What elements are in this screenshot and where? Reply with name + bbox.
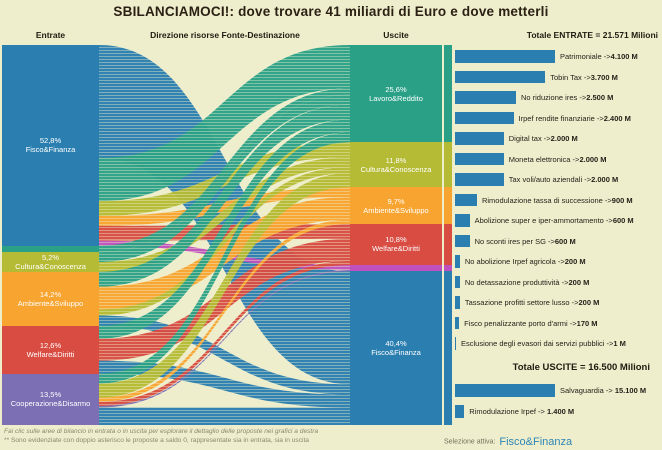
entrata-bar[interactable] <box>455 50 555 63</box>
strip-segment <box>444 264 452 272</box>
entrata-bar[interactable] <box>455 193 477 206</box>
active-selection-label: Selezione attiva: <box>444 438 496 446</box>
segment-name: Welfare&Diritti <box>372 244 420 254</box>
uscite-segment-ambiente-sviluppo[interactable]: 9,7% Ambiente&Sviluppo <box>350 187 442 224</box>
uscita-bar-label: Rimodulazione Irpef -> 1.400 M <box>469 407 575 416</box>
segment-name: Cooperazione&Disarmo <box>10 399 91 409</box>
uscite-segment-lavoro-reddito[interactable]: 25,6% Lavoro&Reddito <box>350 45 442 143</box>
segment-name: Cultura&Conoscenza <box>15 261 86 271</box>
entrata-bar-label: Patrimoniale ->4.100 M <box>560 52 638 61</box>
entrata-bar-label: No abolizione Irpef agricola ->200 M <box>464 257 586 266</box>
uscita-bar[interactable] <box>455 384 555 397</box>
uscite-segment-sliver[interactable] <box>350 264 442 272</box>
entrata-bar-label: Tobin Tax ->3.700 M <box>550 72 618 82</box>
entrata-bar-label: No riduzione ires ->2.500 M <box>520 93 614 102</box>
entrata-bar-label: Digital tax ->2.000 M <box>508 134 578 143</box>
segment-percent: 13,5% <box>39 390 62 400</box>
active-selection-value[interactable]: Fisco&Finanza <box>499 435 573 448</box>
strip-segment <box>444 45 452 143</box>
uscita-bar[interactable] <box>455 405 465 418</box>
strip-segment <box>444 223 452 265</box>
page-title: SBILANCIAMOCI!: dove trovare 41 miliardi… <box>113 4 549 19</box>
strip-segment <box>444 187 452 224</box>
segment-name: Lavoro&Reddito <box>369 93 423 103</box>
segment-percent: 12,6% <box>39 340 62 350</box>
entrata-bar[interactable] <box>455 173 504 186</box>
entrata-bar[interactable] <box>455 316 460 329</box>
entrata-bar[interactable] <box>455 111 514 124</box>
segment-percent: 11,8% <box>385 155 407 165</box>
segment-percent: 10,8% <box>385 235 407 245</box>
segment-percent: 25,6% <box>385 84 407 94</box>
entrata-bar-label: Esclusione degli evasori dai servizi pub… <box>461 339 626 348</box>
segment-name: Ambiente&Sviluppo <box>363 205 429 215</box>
entrata-bar[interactable] <box>455 132 504 145</box>
segment-name: Ambiente&Sviluppo <box>17 298 84 308</box>
entrata-bar-label: Rimodulazione tassa di successione ->900… <box>481 195 633 205</box>
entrata-bar[interactable] <box>455 91 516 104</box>
segment-percent: 5,2% <box>41 252 60 262</box>
entrate-segment-ambiente-sviluppo[interactable]: 14,2% Ambiente&Sviluppo <box>2 271 99 326</box>
entrata-bar-label: Abolizione super e iper-ammortamento ->6… <box>474 216 634 225</box>
entrata-bar[interactable] <box>455 296 460 309</box>
entrate-segment-cultura-conoscenza[interactable]: 5,2% Cultura&Conoscenza <box>2 252 99 272</box>
uscite-column-header: Uscite <box>383 30 409 40</box>
entrate-segment-sliver[interactable] <box>2 245 99 253</box>
entrata-bar-label: Fisco penalizzante porto d'armi ->170 M <box>464 318 598 328</box>
sankey-ribbon <box>99 407 350 425</box>
footnote-asterisk-note: ** Sono evidenziate con doppio asterisco… <box>4 437 309 444</box>
segment-percent: 14,2% <box>39 289 62 299</box>
entrata-bar[interactable] <box>455 70 546 83</box>
active-selection: Selezione attiva: Fisco&Finanza <box>444 433 658 450</box>
segment-percent: 40,4% <box>385 339 407 349</box>
entrata-bar[interactable] <box>455 152 504 165</box>
entrata-bar[interactable] <box>455 337 456 350</box>
entrate-segment-cooperazione-disarmo[interactable]: 13,5% Cooperazione&Disarmo <box>2 373 99 425</box>
entrata-bar-label: Tax voli/auto aziendali ->2.000 M <box>508 175 619 184</box>
entrate-stacked-column: 52,8% Fisco&Finanza 5,2% Cultura&Conoscenza… <box>2 45 99 425</box>
segment-name: Cultura&Conoscenza <box>360 164 432 174</box>
entrata-bar[interactable] <box>455 275 460 288</box>
uscite-segment-cultura-conoscenza[interactable]: 11,8% Cultura&Conoscenza <box>350 142 442 188</box>
footnote-click-hint: Fai clic sulle aree di bilancio in entra… <box>4 428 319 435</box>
entrata-bar[interactable] <box>455 234 470 247</box>
uscite-segment-welfare-diritti[interactable]: 10,8% Welfare&Diritti <box>350 223 442 265</box>
entrate-segment-welfare-diritti[interactable]: 12,6% Welfare&Diritti <box>2 325 99 374</box>
entrata-bar[interactable] <box>455 214 470 227</box>
entrata-bar-label: No sconti ires per SG ->600 M <box>474 236 576 246</box>
direzione-column-header: Direzione risorse Fonte-Destinazione <box>150 30 300 40</box>
strip-segment <box>444 271 452 425</box>
entrate-segment-fisco-finanza[interactable]: 52,8% Fisco&Finanza <box>2 45 99 246</box>
entrate-column-header: Entrate <box>35 30 66 40</box>
segment-name: Fisco&Finanza <box>371 348 421 358</box>
totale-uscite-header: Totale USCITE = 16.500 Milioni <box>512 362 650 373</box>
entrata-bar-label: Moneta elettronica ->2.000 M <box>508 154 607 164</box>
strip-segment <box>444 142 452 188</box>
entrata-bar[interactable] <box>455 255 460 268</box>
entrata-bar-label: Tassazione profitti settore lusso ->200 … <box>464 298 600 307</box>
uscita-bar-label: Salvaguardia -> 15.100 M <box>560 386 647 395</box>
entrata-bar-label: Irpef rendite finanziarie ->2.400 M <box>518 113 631 123</box>
segment-percent: 9,7% <box>387 196 405 206</box>
segment-percent: 52,8% <box>39 136 62 146</box>
uscite-mini-strip <box>444 45 452 425</box>
uscite-segment-fisco-finanza[interactable]: 40,4% Fisco&Finanza <box>350 271 442 425</box>
segment-name: Fisco&Finanza <box>25 145 76 155</box>
entrata-bar-label: No detassazione produttività ->200 M <box>464 277 590 287</box>
segment-name: Welfare&Diritti <box>26 349 75 359</box>
totale-entrate-header: Totale ENTRATE = 21.571 Milioni <box>526 30 658 40</box>
uscite-stacked-column: 25,6% Lavoro&Reddito 11,8% Cultura&Conoscen… <box>350 45 442 425</box>
